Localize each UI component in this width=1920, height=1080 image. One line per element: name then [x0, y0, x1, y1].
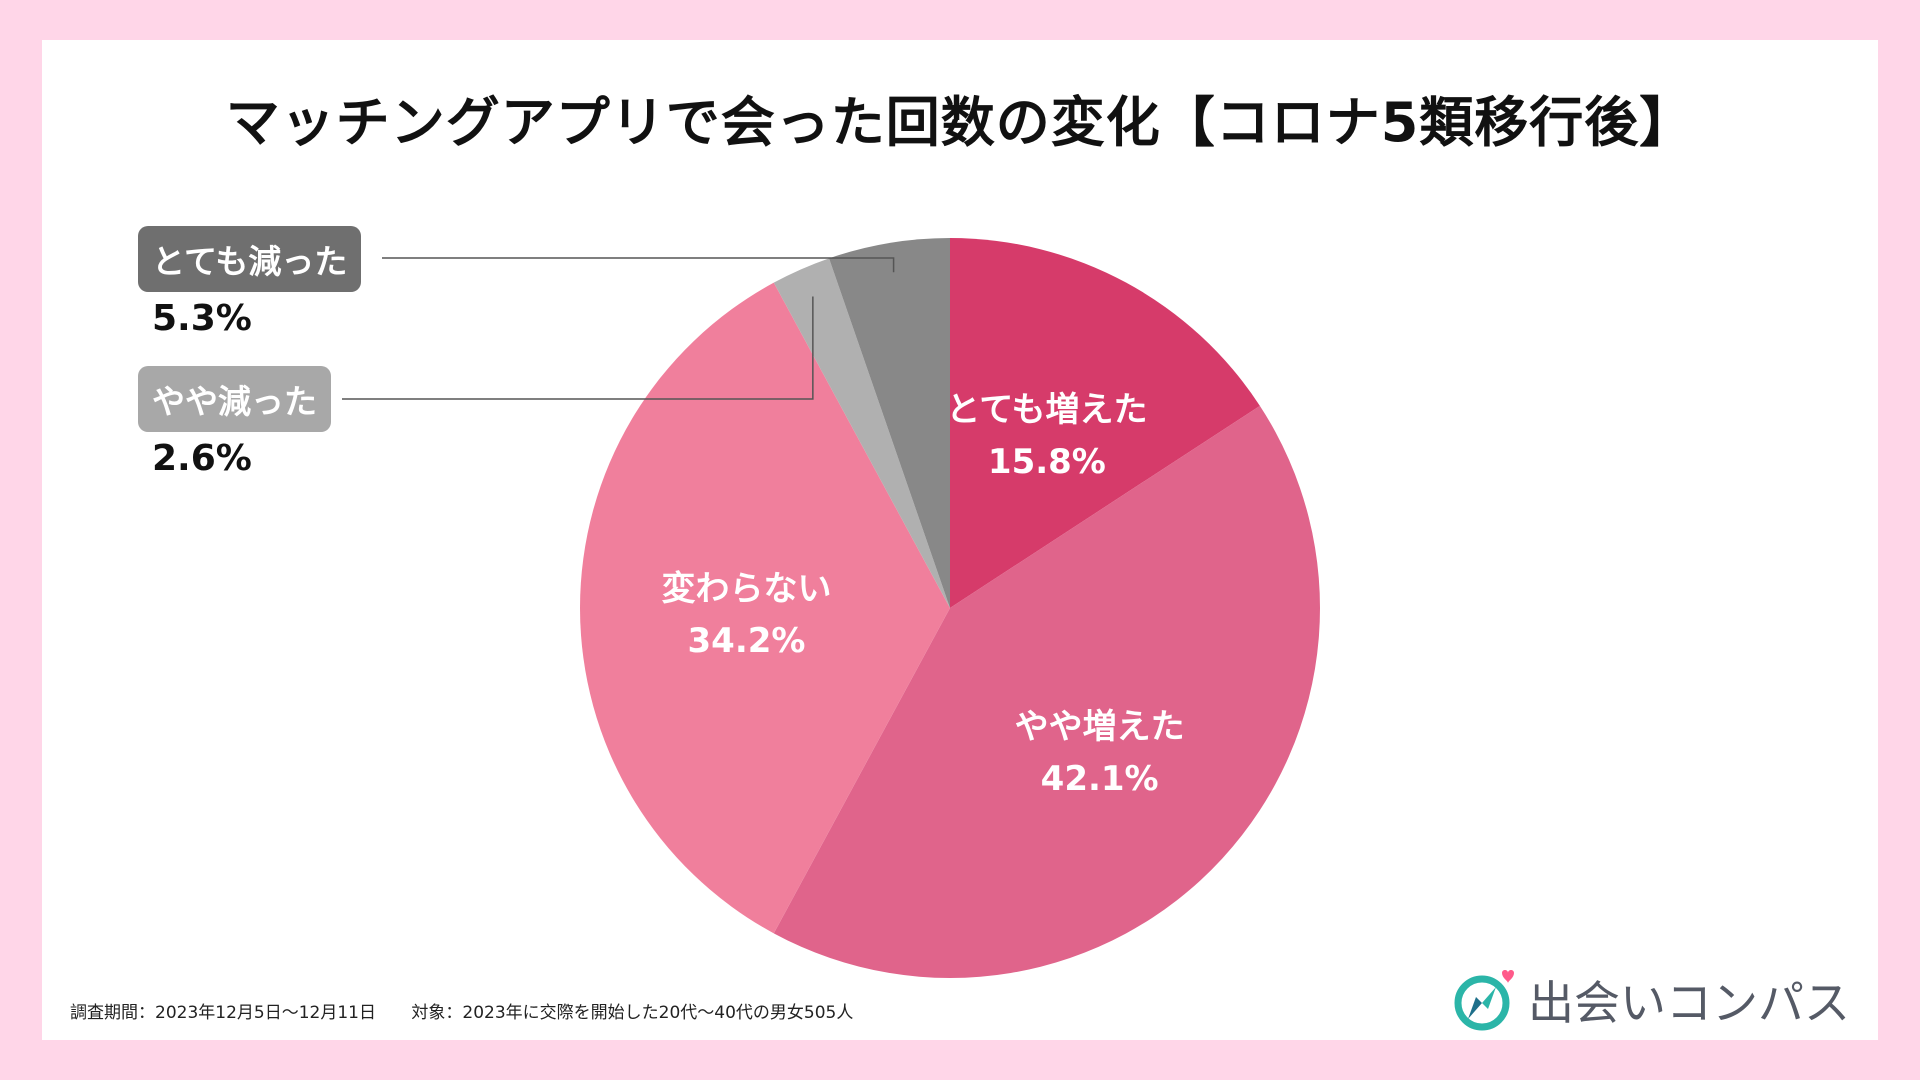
pie-slice-unchanged [579, 282, 950, 934]
chart-card: マッチングアプリで会った回数の変化【コロナ5類移行後】 とても増えた 15.8% や… [42, 40, 1878, 1040]
slice-value-very-increased: 15.8% [988, 442, 1106, 482]
callout-label-slightly-decreased: やや減った [138, 366, 331, 432]
callout-value-slightly-decreased: 2.6% [152, 438, 252, 479]
slice-value-unchanged: 34.2% [688, 621, 806, 661]
callout-value-very-decreased: 5.3% [152, 298, 252, 339]
pie-slice-very-increased [950, 238, 1260, 608]
slice-label-unchanged: 変わらない [662, 569, 832, 609]
brand-name: 出会いコンパス [1528, 976, 1850, 1030]
survey-footnote: 調査期間：2023年12月5日〜12月11日 対象：2023年に交際を開始した2… [70, 998, 883, 1023]
survey-target: 対象：2023年に交際を開始した20代〜40代の男女505人 [411, 1003, 854, 1023]
leader-line-slightly-decreased [342, 296, 814, 400]
pie-chart: とても増えた 15.8% やや増えた 42.1% 変わらない 34.2% [342, 238, 1320, 978]
pie-slice-very-decreased [829, 238, 950, 608]
pie-slice-slightly-increased [773, 405, 1320, 978]
slice-label-slightly-increased: やや増えた [1015, 707, 1185, 747]
chart-title: マッチングアプリで会った回数の変化【コロナ5類移行後】 [225, 91, 1695, 154]
slice-label-very-increased: とても増えた [946, 390, 1147, 430]
pie-slice-slightly-decreased [773, 258, 950, 608]
callout-label-very-decreased: とても減った [138, 226, 362, 292]
survey-period: 調査期間：2023年12月5日〜12月11日 [70, 1003, 376, 1023]
compass-heart-icon [1454, 970, 1514, 1031]
slice-value-slightly-increased: 42.1% [1041, 759, 1159, 799]
brand-logo: 出会いコンパス [1452, 965, 1850, 1035]
leader-line-very-decreased [382, 257, 895, 273]
